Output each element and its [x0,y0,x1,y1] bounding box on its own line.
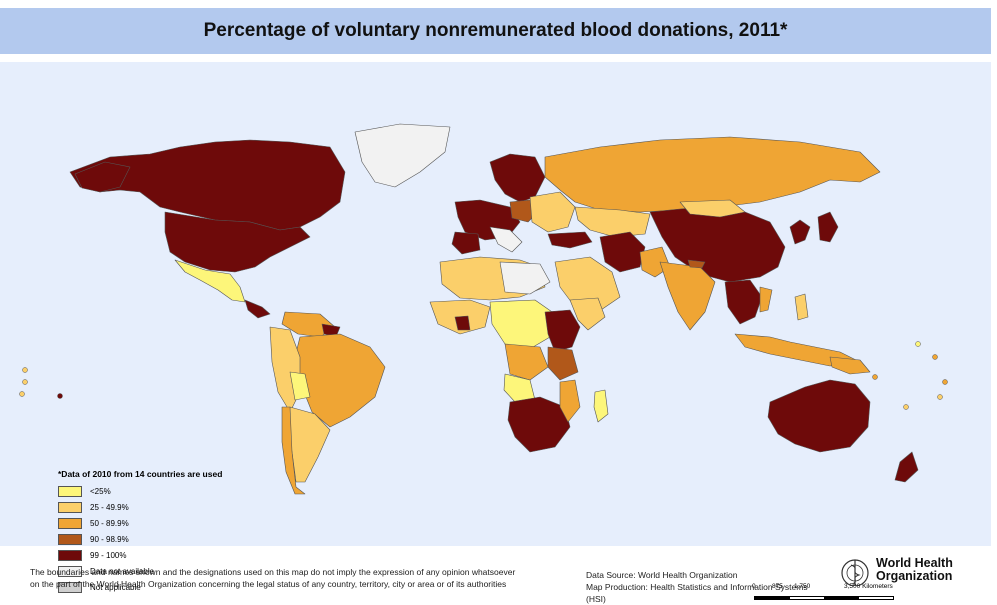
region-philippines [794,293,809,321]
legend-item: 90 - 98.9% [58,531,298,547]
island [915,341,921,347]
region-korea-japan [789,219,811,245]
island [932,354,938,360]
legend-swatch [58,549,82,561]
island [22,367,28,373]
region-eastern-europe [529,191,576,233]
island [872,374,878,380]
region-australia [767,379,871,453]
region-italy-balkans [489,226,523,253]
legend-item: Data not available [58,563,298,579]
legend-label: 50 - 89.9% [90,518,129,528]
legend-label: <25% [90,486,111,496]
disclaimer: The boundaries and names shown and the d… [30,566,570,590]
who-logo-line-2: Organization [876,569,953,583]
who-logo-line-1: World Health [876,556,953,570]
map-title-bar: Percentage of voluntary nonremunerated b… [0,8,991,54]
who-logo-text: World Health Organization [876,557,953,583]
region-usa [164,211,311,273]
region-canada [69,139,346,231]
world-map [19,123,948,495]
region-turkey [547,231,593,249]
island [937,394,943,400]
legend-label: Data not available [90,566,155,576]
source-line-1: Data Source: World Health Organization [586,570,738,580]
legend-item: 50 - 89.9% [58,515,298,531]
region-central-america [244,299,271,319]
legend-item: <25% [58,483,298,499]
region-mozambique [559,379,581,423]
region-congo [504,343,549,381]
legend-swatch [58,517,82,529]
region-scandinavia [489,153,546,203]
island [19,391,25,397]
region-alaska [74,161,131,193]
region-greenland [354,123,451,188]
legend-item: 99 - 100% [58,547,298,563]
region-india [659,261,716,331]
region-mexico [174,259,246,303]
region-mongolia [679,199,746,218]
region-vietnam [759,286,773,313]
region-andes [269,326,301,413]
island [903,404,909,410]
region-southeast-asia [724,279,763,325]
region-russia [544,136,881,213]
disclaimer-line-1: The boundaries and names shown and the d… [30,567,516,577]
legend-label: 90 - 98.9% [90,534,129,544]
region-madagascar [593,389,609,423]
who-logo: World Health Organization [838,557,988,586]
region-bolivia [289,371,311,401]
disclaimer-line-2: on the part of the World Health Organiza… [30,579,507,589]
pacific-islands [19,341,948,410]
region-nepal [687,259,706,269]
map-frame: *Data of 2010 from 14 countries are used… [0,62,991,600]
region-ivory-coast [454,315,471,331]
region-japan [817,211,839,243]
region-tanzania [547,346,579,381]
region-arabia [554,256,621,313]
data-source: Data Source: World Health Organization M… [586,569,826,605]
region-iberia [451,231,481,255]
region-papua [829,356,871,375]
legend-swatch [58,533,82,545]
who-emblem-icon [841,559,869,586]
legend-item: 25 - 49.9% [58,499,298,515]
region-libya-egypt [499,261,551,295]
legend-label: 25 - 49.9% [90,502,129,512]
region-chile [281,406,306,495]
island [57,393,63,399]
region-southern-africa [507,396,571,453]
source-line-2: Map Production: Health Statistics and In… [586,582,808,604]
legend-note: *Data of 2010 from 14 countries are used [58,469,223,479]
region-new-zealand [894,451,919,483]
region-central-africa [489,299,556,351]
island [942,379,948,385]
island [22,379,28,385]
legend-swatch [58,501,82,513]
region-horn-africa [569,297,606,331]
region-east-africa [544,309,581,353]
map-title: Percentage of voluntary nonremunerated b… [203,20,788,41]
legend-swatch [58,485,82,497]
region-middle-east-iran [599,231,646,273]
legend-swatch [58,565,82,577]
legend-label: 99 - 100% [90,550,127,560]
